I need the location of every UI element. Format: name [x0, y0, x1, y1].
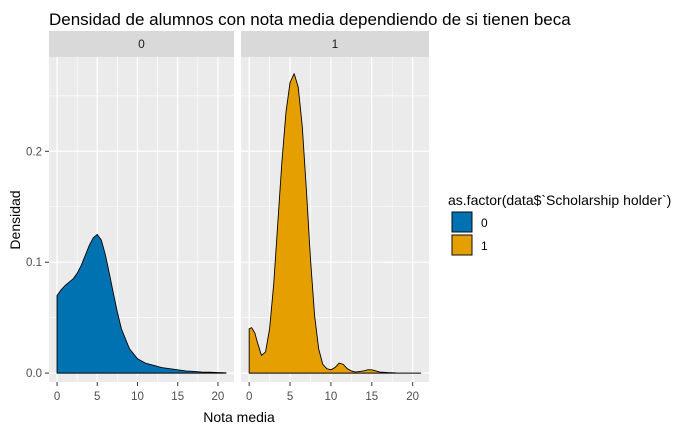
y-axis: 0.0 0.1 0.2 — [26, 146, 49, 380]
y-tick-label: 0.2 — [26, 146, 42, 158]
y-tick-label: 0.0 — [26, 368, 42, 380]
x-axis-title: Nota media — [203, 409, 275, 425]
density-area-0 — [56, 234, 227, 374]
facet-panel-1: 1 — [241, 31, 429, 382]
x-tick-label: 5 — [287, 391, 293, 403]
x-tick-label: 20 — [212, 391, 225, 403]
facet-strip-1 — [241, 31, 429, 57]
density-area-1 — [248, 73, 422, 374]
legend-swatch-0 — [451, 211, 473, 233]
x-tick-label: 10 — [325, 391, 338, 403]
y-tick-label: 0.1 — [26, 257, 42, 269]
x-tick-label: 20 — [406, 391, 419, 403]
x-tick-label: 10 — [131, 391, 144, 403]
facet-strip-0 — [49, 31, 234, 57]
legend-swatch-1 — [451, 234, 473, 256]
legend-label-0: 0 — [481, 216, 488, 230]
x-tick-label: 0 — [54, 391, 60, 403]
facet-strip-label-0: 0 — [138, 37, 145, 51]
y-axis-title: Densidad — [7, 190, 23, 249]
legend-label-1: 1 — [481, 239, 488, 253]
x-tick-label: 5 — [94, 391, 100, 403]
legend-title: as.factor(data$`Scholarship holder`) — [448, 192, 671, 208]
facet-strip-label-1: 1 — [332, 37, 339, 51]
x-tick-label: 15 — [365, 391, 378, 403]
chart-title: Densidad de alumnos con nota media depen… — [49, 10, 571, 29]
facet-panel-0: 0 — [49, 31, 234, 382]
legend: as.factor(data$`Scholarship holder`) 0 1 — [448, 192, 671, 256]
x-axis: 0 5 10 15 20 0 5 10 15 20 — [54, 382, 419, 403]
x-tick-label: 15 — [171, 391, 184, 403]
x-tick-label: 0 — [246, 391, 252, 403]
